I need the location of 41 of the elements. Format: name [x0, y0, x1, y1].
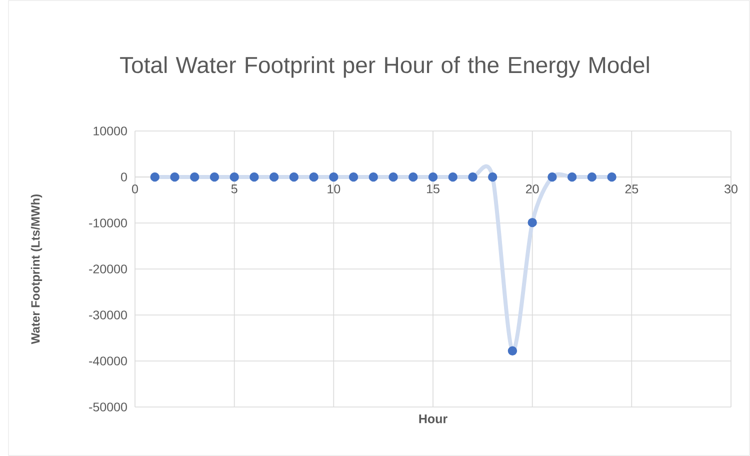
x-tick-label: 5 [231, 184, 238, 194]
point [468, 172, 478, 182]
point [289, 172, 299, 182]
point [150, 172, 160, 182]
point [528, 218, 537, 228]
point [587, 172, 597, 182]
y-tick-label: -10000 [89, 218, 127, 228]
x-tick-label: 10 [328, 184, 340, 194]
point [428, 172, 438, 182]
point [508, 346, 518, 356]
x-tick-label: 30 [724, 184, 738, 194]
x-tick-label: 0 [132, 184, 138, 194]
y-axis-title: Water Footprint (Lts/MWh) [30, 194, 42, 344]
x-tick-label: 25 [625, 184, 638, 194]
y-tick-label: -40000 [89, 356, 127, 366]
point [210, 172, 220, 182]
point [388, 172, 398, 182]
point [170, 172, 180, 182]
point [190, 172, 200, 182]
point [348, 172, 358, 182]
y-tick-label: 0 [121, 172, 127, 182]
point [329, 172, 338, 182]
point [269, 172, 279, 182]
point [250, 172, 259, 182]
y-tick-label: 10000 [94, 126, 127, 136]
point [448, 172, 458, 182]
point [548, 172, 557, 182]
y-tick-label: -30000 [89, 310, 127, 320]
point [607, 172, 616, 182]
point [230, 172, 239, 182]
chart-title: Total Water Footprint per Hour of the Energy Model [120, 56, 649, 78]
x-tick-label: 15 [427, 184, 440, 194]
point [567, 172, 577, 182]
point [488, 172, 498, 182]
point [309, 172, 318, 182]
point [368, 172, 378, 182]
y-tick-label: -20000 [89, 264, 127, 274]
y-tick-label: -50000 [89, 402, 127, 412]
point [408, 172, 418, 182]
x-tick-label: 20 [526, 184, 539, 194]
x-axis-title: Hour [419, 414, 448, 424]
